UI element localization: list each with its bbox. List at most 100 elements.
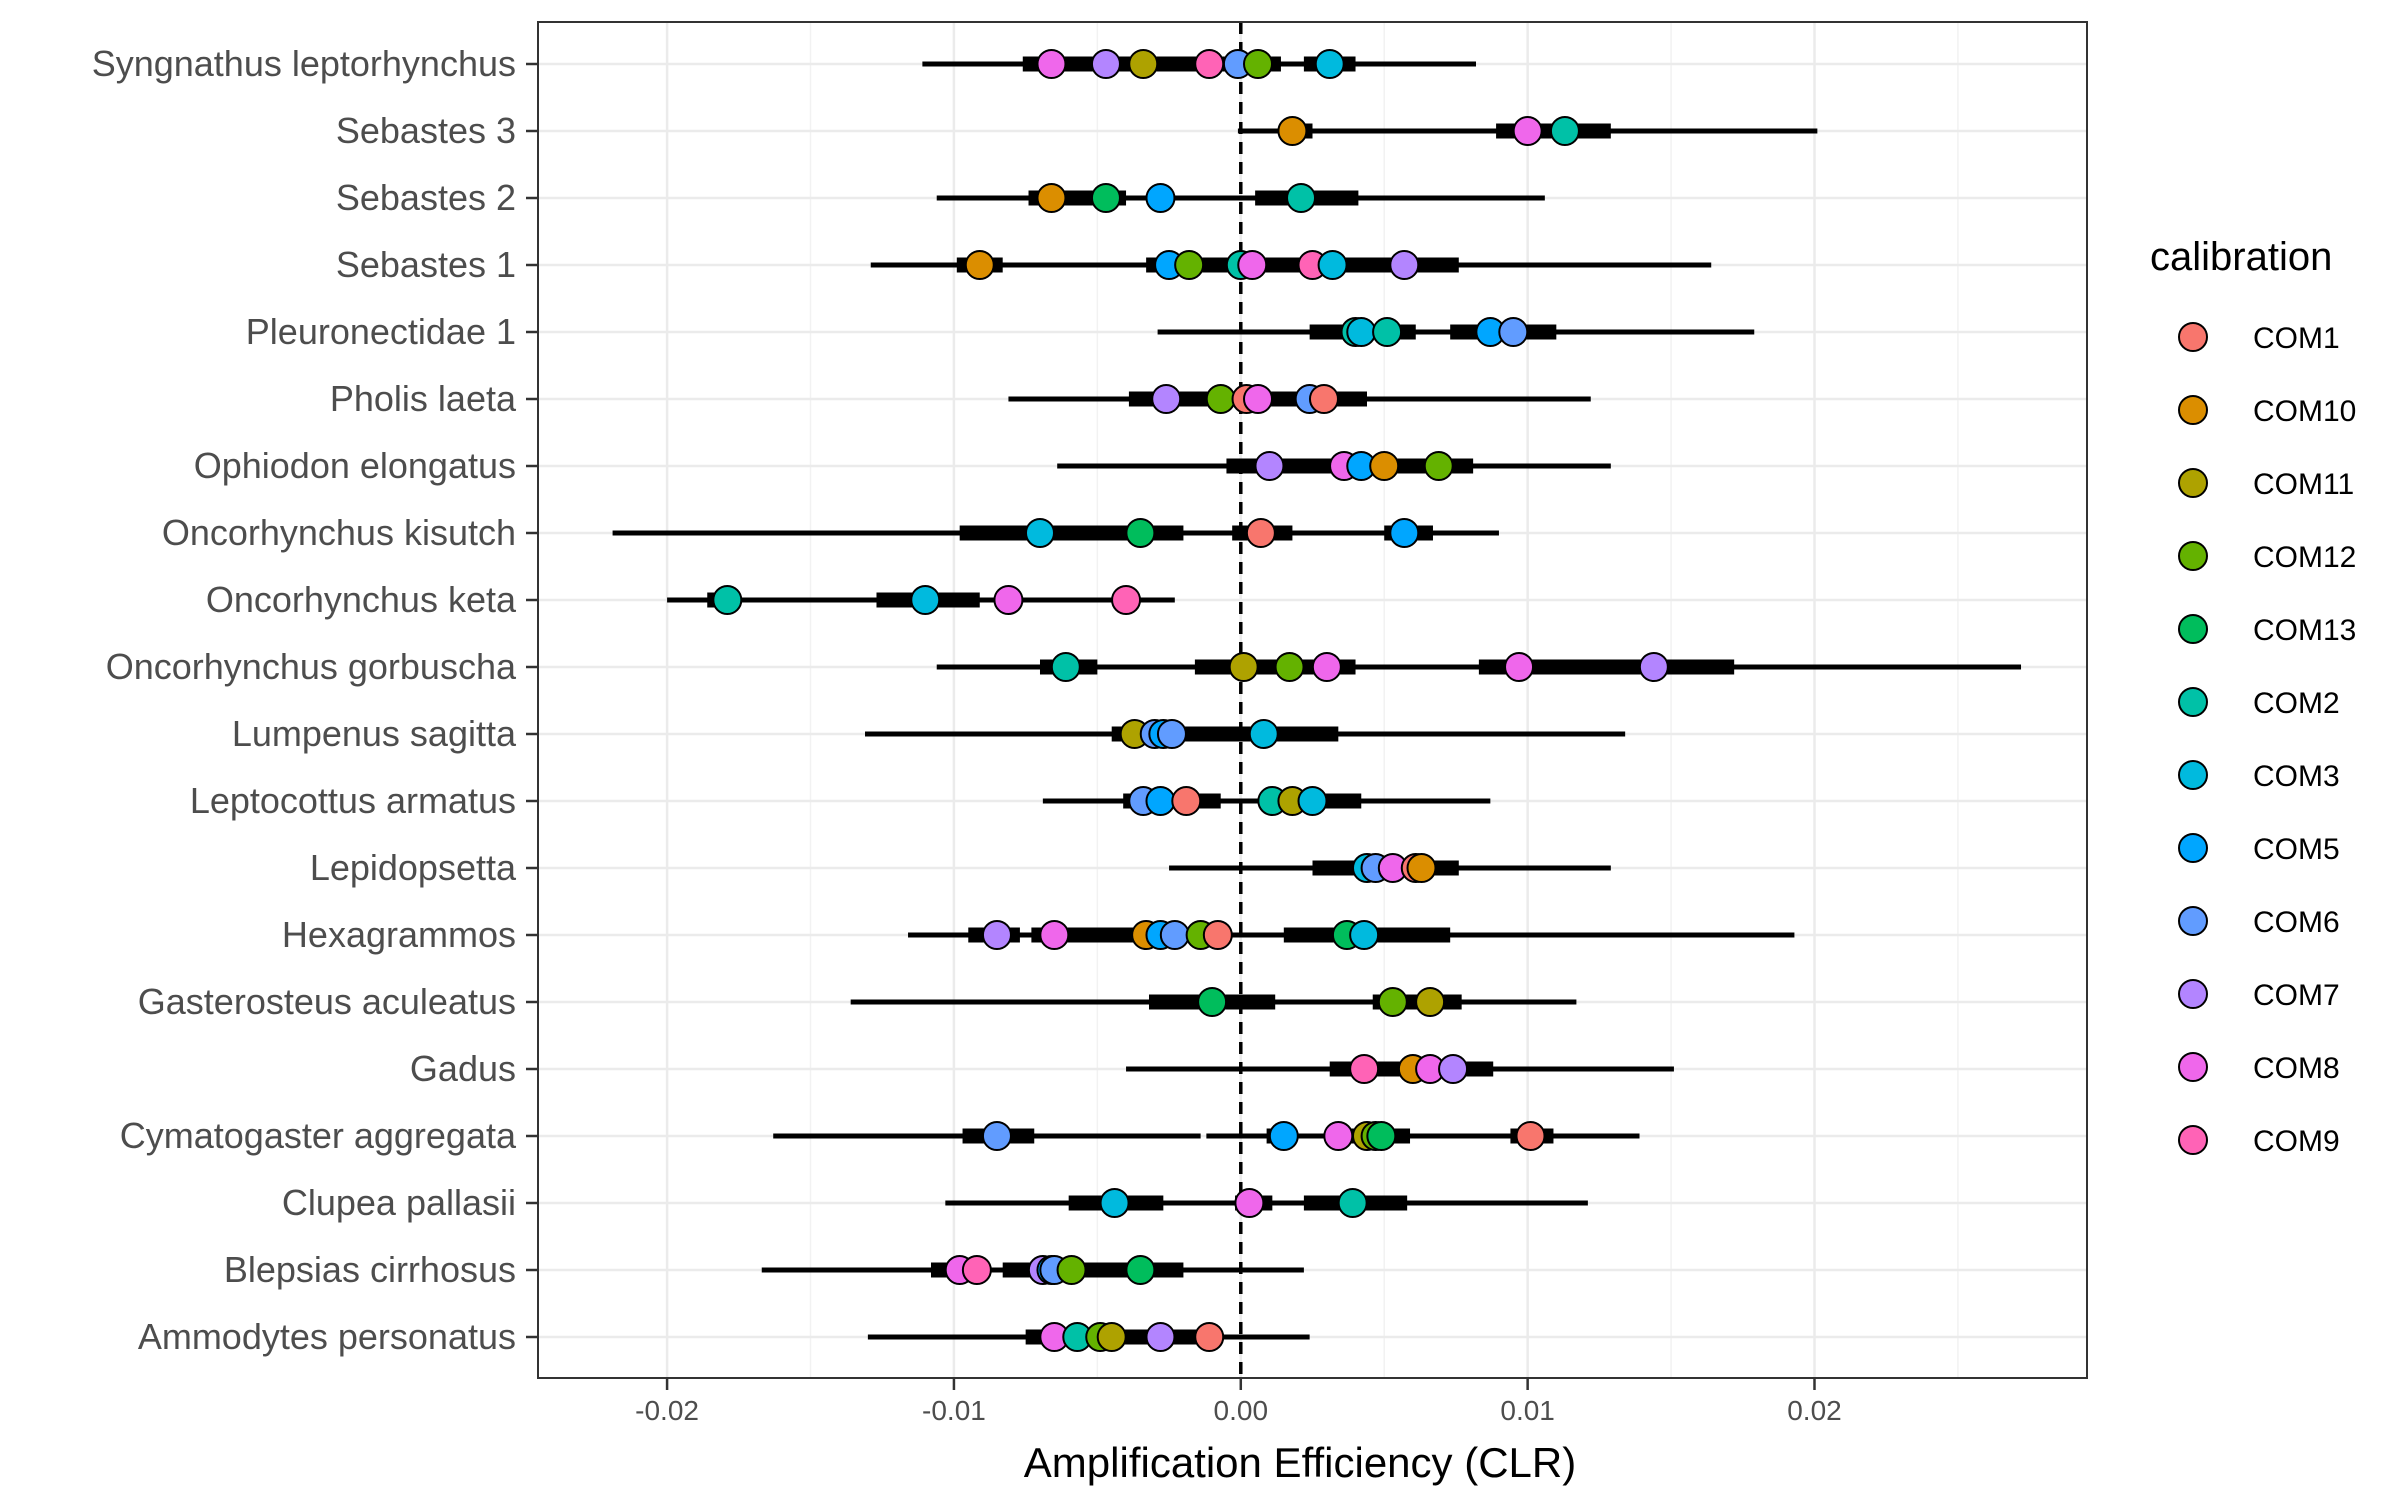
data-point <box>1125 1255 1156 1285</box>
legend-label: COM6 <box>2253 906 2340 939</box>
y-tick-label: Leptocottus armatus <box>190 780 516 821</box>
data-point <box>1297 786 1328 816</box>
x-axis-title: Amplification Efficiency (CLR) <box>1024 1439 1576 1486</box>
data-point <box>1274 652 1305 682</box>
data-point <box>1504 652 1535 682</box>
data-point <box>1346 317 1377 347</box>
data-point <box>1145 183 1176 213</box>
data-point <box>1254 451 1285 481</box>
data-point <box>1156 719 1187 749</box>
y-tick-label: Ophiodon elongatus <box>194 445 516 486</box>
data-point <box>964 250 995 280</box>
data-point <box>1349 1054 1380 1084</box>
data-point <box>910 585 941 615</box>
data-point <box>1205 384 1236 414</box>
y-tick-label: Gadus <box>410 1048 516 1089</box>
y-tick-label: Oncorhynchus gorbuscha <box>106 646 517 687</box>
panel-background <box>538 22 2087 1378</box>
data-point <box>1323 1121 1354 1151</box>
legend-key <box>2178 541 2208 571</box>
legend-label: COM13 <box>2253 614 2356 647</box>
legend-title: calibration <box>2150 235 2332 279</box>
data-point <box>1171 786 1202 816</box>
data-point <box>1515 1121 1546 1151</box>
data-point <box>1090 183 1121 213</box>
data-point <box>1194 1322 1225 1352</box>
legend-key <box>2178 614 2208 644</box>
y-tick-label: Sebastes 1 <box>336 244 516 285</box>
legend-key <box>2178 760 2208 790</box>
legend-label: COM1 <box>2253 322 2340 355</box>
data-point <box>1194 49 1225 79</box>
y-tick-label: Lepidopsetta <box>310 847 517 888</box>
data-point <box>1308 384 1339 414</box>
data-point <box>1415 987 1446 1017</box>
data-point <box>1317 250 1348 280</box>
data-point <box>1423 451 1454 481</box>
y-tick-label: Oncorhynchus kisutch <box>162 512 516 553</box>
data-point <box>1438 1054 1469 1084</box>
y-tick-label: Lumpenus sagitta <box>232 713 517 754</box>
legend-key <box>2178 833 2208 863</box>
data-point <box>1228 652 1259 682</box>
data-point <box>1145 786 1176 816</box>
data-point <box>1512 116 1543 146</box>
legend-key <box>2178 322 2208 352</box>
data-point <box>1036 183 1067 213</box>
y-tick-label: Hexagrammos <box>282 914 516 955</box>
data-point <box>1372 317 1403 347</box>
data-point <box>1050 652 1081 682</box>
data-point <box>1099 1188 1130 1218</box>
y-tick-label: Sebastes 3 <box>336 110 516 151</box>
legend-key <box>2178 906 2208 936</box>
legend-label: COM2 <box>2253 687 2340 720</box>
data-points <box>712 49 1669 1352</box>
data-point <box>1242 49 1273 79</box>
data-point <box>1248 719 1279 749</box>
y-tick-label: Blepsias cirrhosus <box>224 1249 516 1290</box>
x-tick-label: -0.02 <box>635 1395 699 1426</box>
data-point <box>1377 987 1408 1017</box>
legend-key <box>2178 395 2208 425</box>
data-point <box>1311 652 1342 682</box>
y-tick-label: Oncorhynchus keta <box>206 579 517 620</box>
data-point <box>961 1255 992 1285</box>
plot-panel <box>538 22 2087 1378</box>
data-point <box>1366 1121 1397 1151</box>
data-point <box>1202 920 1233 950</box>
data-point <box>1277 116 1308 146</box>
data-point <box>1245 518 1276 548</box>
data-point <box>1349 920 1380 950</box>
data-point <box>981 1121 1012 1151</box>
data-point <box>1090 49 1121 79</box>
data-point <box>1369 451 1400 481</box>
data-point <box>1128 49 1159 79</box>
axes: Syngnathus leptorhynchus Sebastes 3 Sebast… <box>92 43 1842 1426</box>
data-point <box>1638 652 1669 682</box>
data-point <box>1234 1188 1265 1218</box>
legend-label: COM7 <box>2253 979 2340 1012</box>
legend: calibration COM1 COM10 COM11 COM12 COM13 COM2… <box>2150 235 2356 1158</box>
data-point <box>1406 853 1437 883</box>
data-point <box>1314 49 1345 79</box>
legend-key <box>2178 1052 2208 1082</box>
x-tick-label: 0.01 <box>1500 1395 1555 1426</box>
x-tick-label: 0.02 <box>1787 1395 1842 1426</box>
data-point <box>1389 518 1420 548</box>
legend-key <box>2178 468 2208 498</box>
data-point <box>1268 1121 1299 1151</box>
data-point <box>1242 384 1273 414</box>
data-point <box>1145 1322 1176 1352</box>
data-point <box>1024 518 1055 548</box>
data-point <box>1151 384 1182 414</box>
data-point <box>1174 250 1205 280</box>
data-point <box>1096 1322 1127 1352</box>
x-tick-label: 0.00 <box>1214 1395 1269 1426</box>
legend-label: COM11 <box>2253 468 2354 501</box>
data-point <box>1197 987 1228 1017</box>
data-point <box>1159 920 1190 950</box>
data-point <box>1389 250 1420 280</box>
data-point <box>1237 250 1268 280</box>
y-tick-label: Sebastes 2 <box>336 177 516 218</box>
panel-border <box>537 21 2088 1379</box>
